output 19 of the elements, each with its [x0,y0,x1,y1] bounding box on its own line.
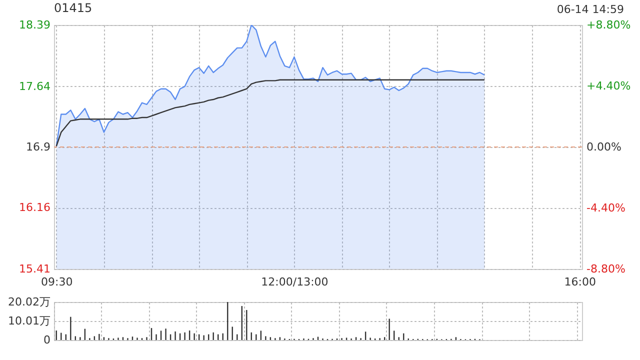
y2-tick-label: +4.40% [586,80,631,92]
chart-title: 01415 [54,1,92,15]
y-tick-label: 10.01万 [8,314,50,328]
y-tick-label: 17.64 [19,80,50,93]
y2-tick-label: 0.00% [586,140,622,154]
x-tick-label: 12:00/13:00 [261,276,328,288]
y-tick-label: 16.9 [26,140,50,154]
y-tick-label: 0 [44,334,50,346]
y2-tick-label: -8.80% [586,262,626,276]
y-tick-label: 16.16 [19,201,50,214]
y2-tick-label: +8.80% [586,18,631,32]
x-tick-label: 09:30 [41,276,73,288]
y2-tick-label: -4.40% [586,202,626,214]
y-tick-label: 18.39 [19,18,50,32]
y-tick-label: 20.02万 [8,296,50,308]
text: 06-14 14:59 [556,3,624,16]
x-tick-label: 16:00 [564,276,596,288]
y-tick-label: 15.41 [19,262,50,276]
line-series [56,79,486,147]
